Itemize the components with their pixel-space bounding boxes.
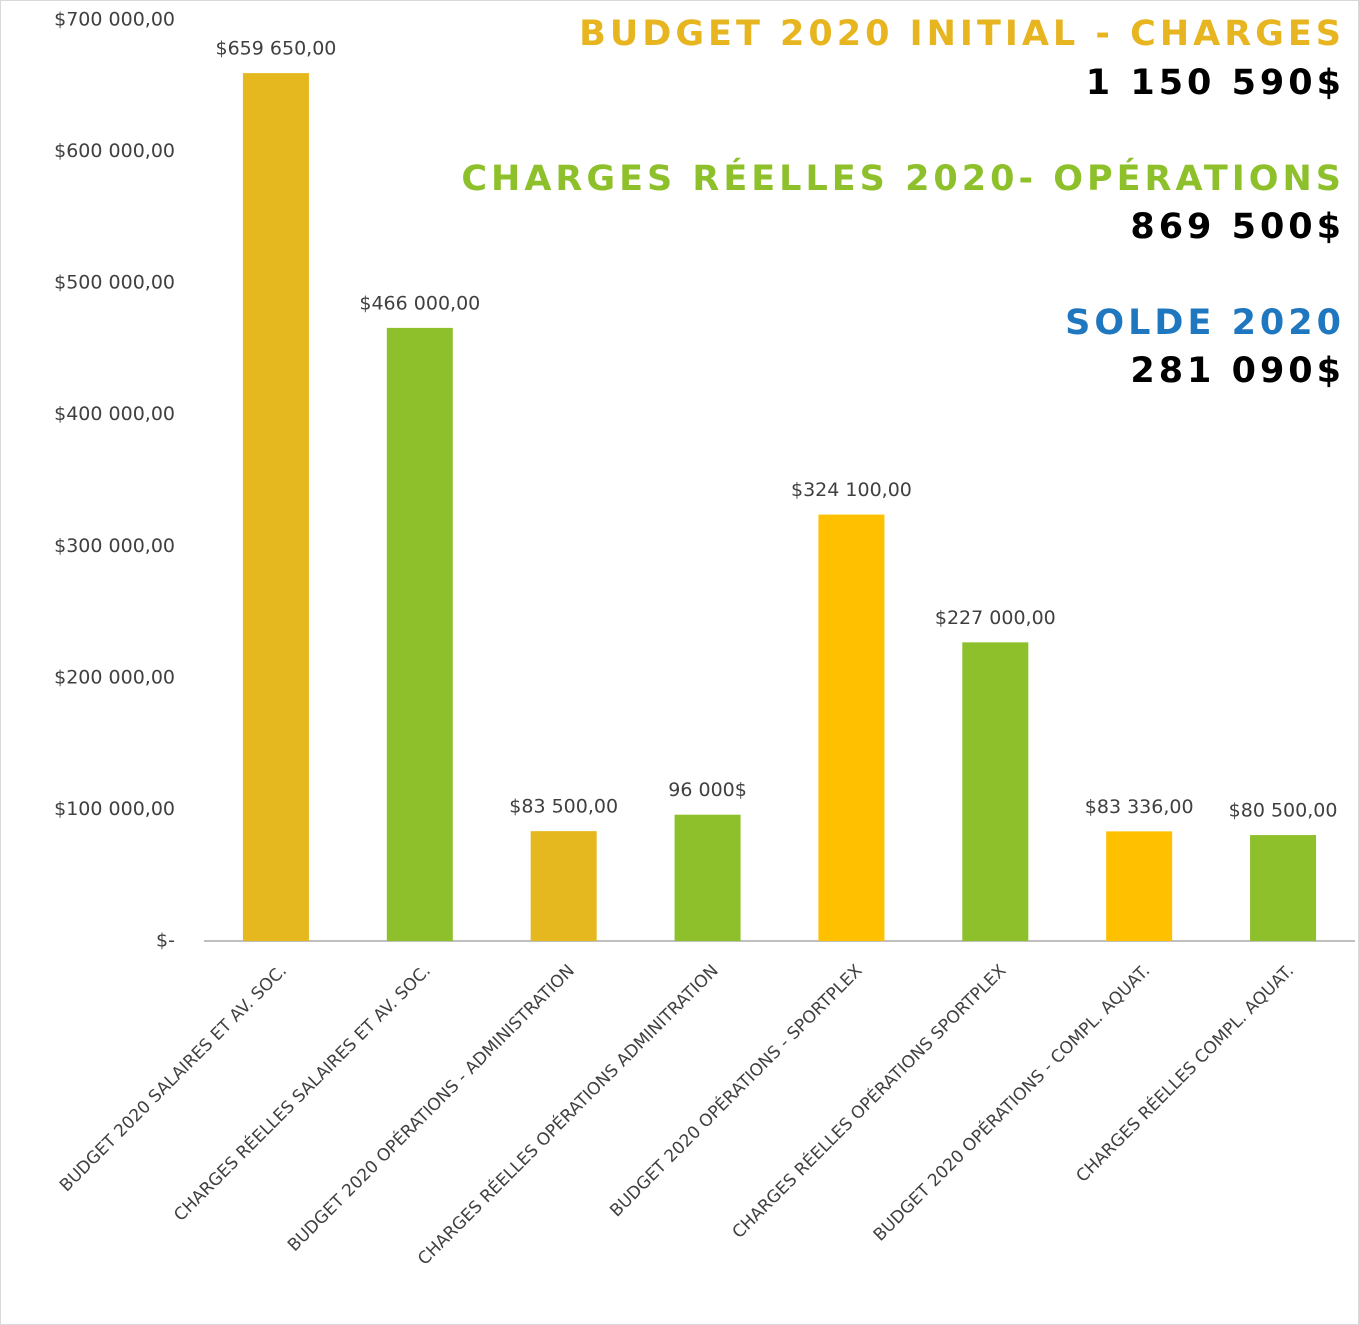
y-tick-label: $500 000,00 xyxy=(54,272,175,294)
y-tick-label: $- xyxy=(156,930,175,952)
annotation: 281 090$ xyxy=(1130,351,1345,391)
bar xyxy=(386,327,453,941)
value-label: $227 000,00 xyxy=(935,607,1056,629)
value-label: $80 500,00 xyxy=(1229,800,1338,822)
annotation: 1 150 590$ xyxy=(1086,63,1345,103)
value-label: 96 000$ xyxy=(668,779,747,801)
bar xyxy=(1250,835,1317,941)
y-tick-label: $100 000,00 xyxy=(54,798,175,820)
y-tick-label: $700 000,00 xyxy=(54,9,175,31)
y-tick-label: $600 000,00 xyxy=(54,140,175,162)
annotation: 869 500$ xyxy=(1130,207,1345,247)
y-tick-label: $200 000,00 xyxy=(54,666,175,688)
y-tick-label: $300 000,00 xyxy=(54,535,175,557)
bar xyxy=(962,642,1029,941)
value-label: $83 500,00 xyxy=(509,796,618,818)
y-tick-label: $400 000,00 xyxy=(54,403,175,425)
bar xyxy=(674,814,741,941)
annotation: SOLDE 2020 xyxy=(1065,303,1345,343)
bar xyxy=(1106,831,1173,941)
bar xyxy=(818,514,885,941)
bar xyxy=(242,73,309,942)
annotation: BUDGET 2020 INITIAL - CHARGES xyxy=(579,14,1345,54)
value-label: $83 336,00 xyxy=(1085,796,1194,818)
annotation: CHARGES RÉELLES 2020- OPÉRATIONS xyxy=(461,157,1345,199)
value-label: $324 100,00 xyxy=(791,479,912,501)
value-label: $466 000,00 xyxy=(359,292,480,314)
value-label: $659 650,00 xyxy=(216,38,337,60)
bar xyxy=(530,831,597,941)
